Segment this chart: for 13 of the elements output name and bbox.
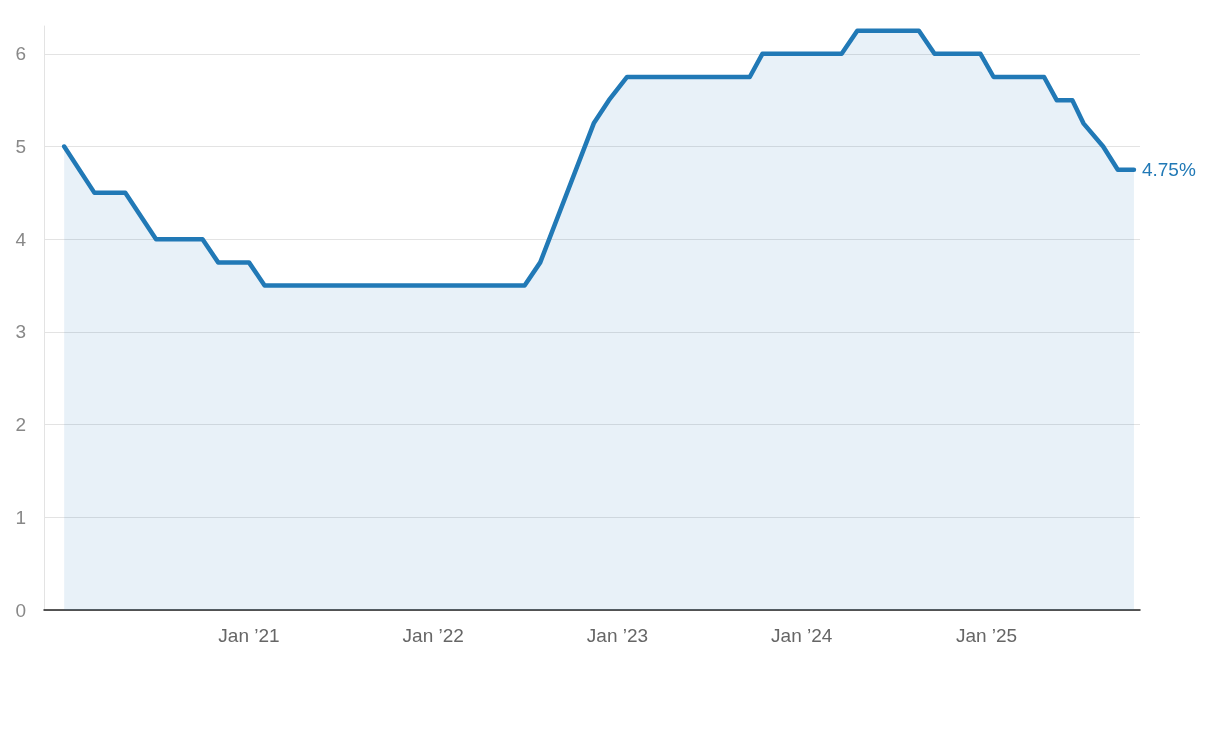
x-tick-label: Jan ’21 <box>218 625 280 646</box>
y-tick-label: 5 <box>15 136 26 158</box>
y-tick-label: 6 <box>15 43 26 65</box>
x-tick-label: Jan ’24 <box>771 625 833 646</box>
y-tick-label: 0 <box>15 599 26 621</box>
x-tick-label: Jan ’25 <box>955 625 1018 646</box>
y-tick-label: 1 <box>15 506 26 528</box>
x-tick-label: Jan ’23 <box>586 625 649 646</box>
x-tick-label: Jan ’22 <box>402 625 464 646</box>
y-tick-label: 3 <box>15 321 26 343</box>
y-tick-label: 2 <box>15 414 26 436</box>
data-label: 4.75% <box>1141 159 1196 181</box>
y-tick-label: 4 <box>15 228 27 250</box>
